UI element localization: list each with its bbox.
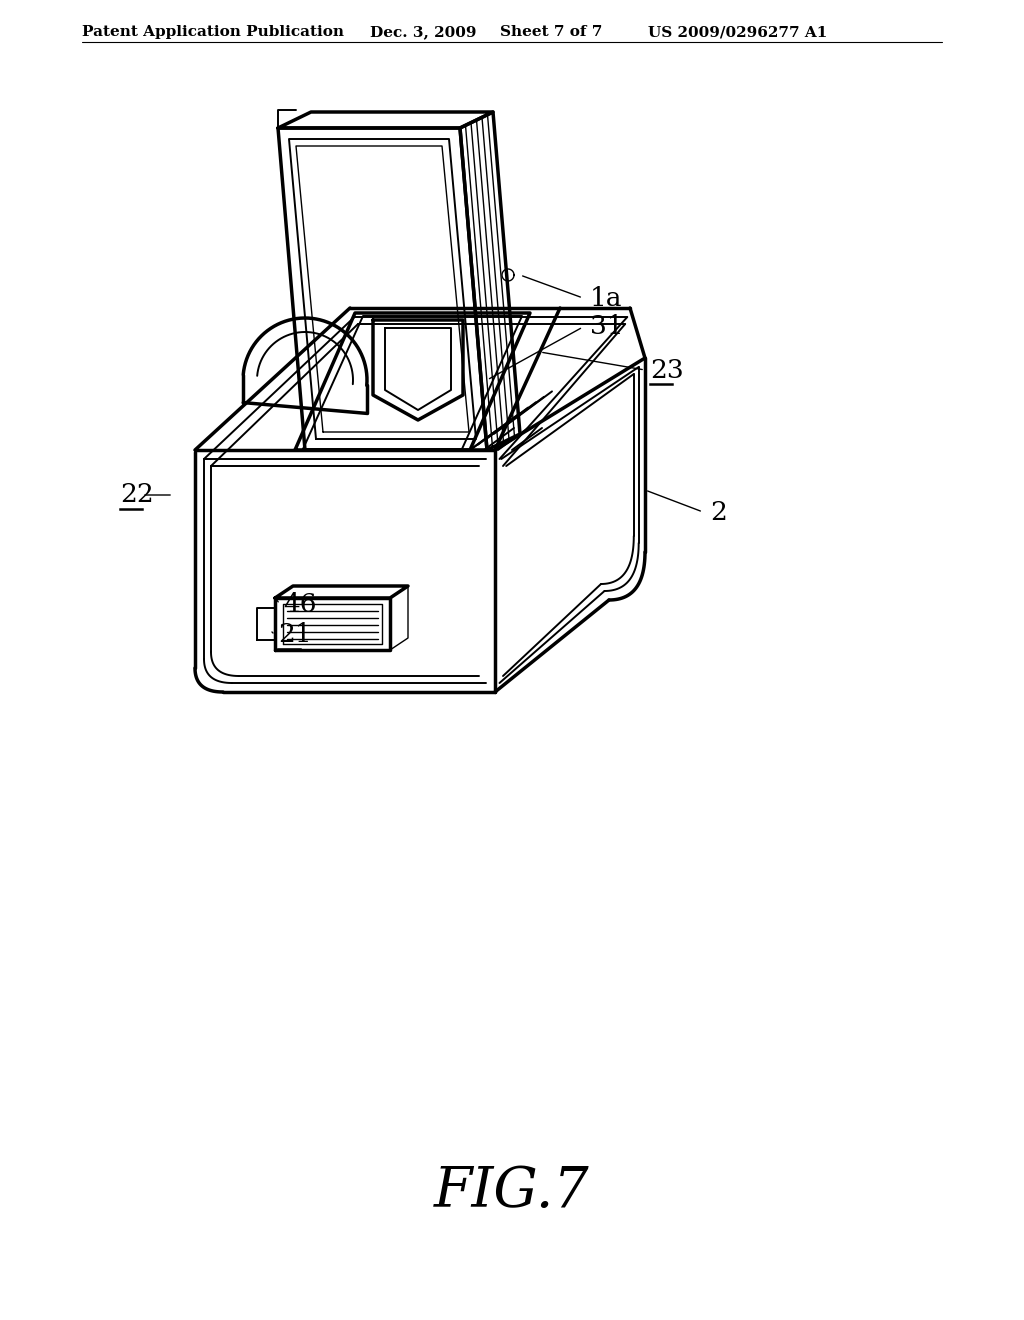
Text: Dec. 3, 2009: Dec. 3, 2009 bbox=[370, 25, 476, 40]
Text: Patent Application Publication: Patent Application Publication bbox=[82, 25, 344, 40]
Text: US 2009/0296277 A1: US 2009/0296277 A1 bbox=[648, 25, 827, 40]
Text: 31: 31 bbox=[590, 314, 624, 339]
Text: 46: 46 bbox=[283, 591, 316, 616]
Text: 21: 21 bbox=[278, 623, 311, 648]
Text: 1a: 1a bbox=[590, 285, 623, 310]
Text: 23: 23 bbox=[650, 358, 684, 383]
Text: 22: 22 bbox=[120, 483, 154, 507]
Text: 2: 2 bbox=[710, 499, 727, 524]
Text: Sheet 7 of 7: Sheet 7 of 7 bbox=[500, 25, 602, 40]
Text: FIG.7: FIG.7 bbox=[434, 1164, 590, 1220]
